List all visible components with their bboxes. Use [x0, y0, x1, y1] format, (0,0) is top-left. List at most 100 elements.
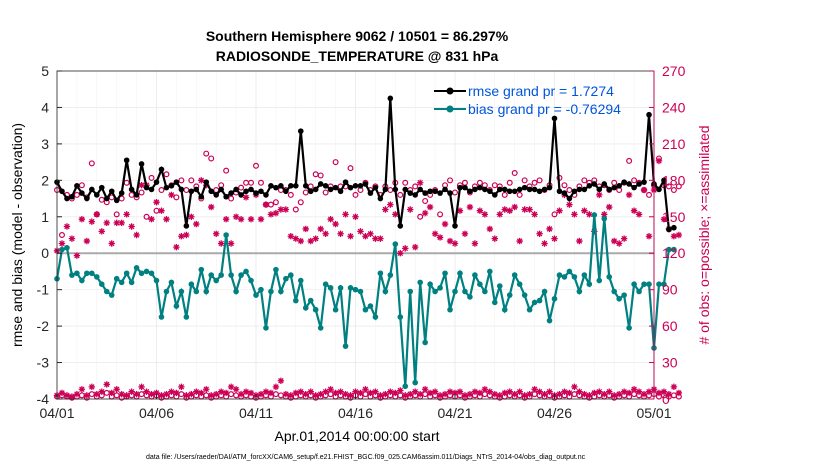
bias-point — [283, 275, 289, 282]
obs-assimilated-low-point — [222, 389, 230, 397]
rmse-point — [213, 192, 219, 198]
obs-assimilated-low-point — [630, 386, 638, 393]
y-tick-label: 3 — [41, 136, 49, 152]
obs-possible-point — [402, 179, 409, 186]
obs-assimilated-point — [83, 237, 91, 245]
obs-assimilated-point — [88, 218, 96, 225]
y2-axis-ticks: 0 30 60 90 120 150 180 210 240 270 — [649, 63, 686, 407]
bias-point — [561, 274, 568, 280]
obs-assimilated-point — [128, 223, 135, 230]
obs-assimilated-low-point — [163, 390, 170, 398]
rmse-point — [193, 186, 200, 193]
obs-assimilated-low-point — [591, 389, 598, 397]
obs-assimilated-point — [68, 235, 76, 242]
obs-possible-point — [148, 174, 155, 181]
y-tick-label: 5 — [41, 63, 49, 79]
obs-assimilated-point — [312, 235, 319, 242]
bias-point — [621, 292, 627, 298]
obs-assimilated-low-point — [486, 388, 494, 395]
obs-assimilated-point — [168, 191, 175, 199]
bias-point — [516, 281, 523, 288]
obs-assimilated-point — [491, 235, 498, 242]
bias-point — [666, 246, 672, 253]
obs-assimilated-low-point — [521, 392, 528, 399]
rmse-point — [293, 183, 299, 189]
x-tick-label: 04/06 — [139, 405, 174, 421]
rmse-point — [288, 183, 294, 189]
rmse-point — [586, 183, 593, 189]
obs-assimilated-point — [496, 211, 503, 218]
bias-point — [482, 288, 488, 295]
bias-point — [601, 215, 608, 222]
y2-tick-label: 150 — [662, 209, 686, 225]
obs-assimilated-low-point — [546, 388, 553, 395]
obs-assimilated-point — [630, 207, 638, 214]
bias-point — [123, 270, 130, 277]
obs-assimilated-low-point — [103, 381, 110, 388]
bias-point — [447, 306, 453, 313]
obs-assimilated-point — [446, 237, 454, 245]
obs-assimilated-point — [431, 230, 439, 237]
obs-assimilated-point — [620, 235, 628, 242]
bias-point — [596, 277, 603, 284]
bias-point — [79, 277, 85, 284]
rmse-point — [447, 190, 453, 196]
obs-assimilated-point — [362, 233, 369, 240]
rmse-point — [496, 186, 503, 193]
rmse-point — [69, 193, 75, 200]
obs-assimilated-low-point — [292, 389, 299, 397]
obs-possible-point — [302, 189, 309, 196]
rmse-point — [64, 195, 70, 202]
bias-point — [248, 277, 254, 284]
obs-assimilated-point — [566, 201, 573, 208]
rmse-point — [228, 190, 234, 196]
obs-possible-point — [412, 183, 419, 190]
rmse-point — [616, 183, 622, 189]
rmse-point — [148, 186, 155, 193]
obs-assimilated-low-point — [441, 390, 449, 398]
obs-possible-point — [516, 191, 523, 198]
obs-possible-point — [163, 171, 170, 178]
obs-assimilated-low-point — [237, 390, 245, 398]
obs-possible-point — [646, 191, 653, 198]
obs-assimilated-low-point — [382, 390, 389, 398]
bias-point — [208, 272, 215, 278]
obs-assimilated-low-point — [327, 386, 334, 393]
bias-point — [671, 246, 677, 253]
obs-assimilated-point — [377, 235, 384, 242]
obs-assimilated-low-point — [372, 388, 379, 395]
rmse-point — [283, 188, 289, 195]
obs-assimilated-point — [551, 235, 558, 242]
obs-assimilated-low-point — [267, 389, 275, 397]
obs-assimilated-low-point — [476, 389, 484, 397]
rmse-point — [118, 190, 125, 196]
obs-assimilated-point — [412, 243, 419, 251]
bias-point — [153, 277, 160, 284]
rmse-point — [631, 184, 637, 191]
obs-assimilated-point — [392, 211, 399, 218]
obs-assimilated-point — [198, 177, 205, 184]
obs-assimilated-point — [302, 225, 309, 233]
obs-possible-point — [566, 187, 573, 194]
series-layer — [54, 95, 677, 390]
bias-point — [412, 379, 419, 386]
obs-assimilated-point — [541, 240, 548, 247]
bias-point — [98, 281, 105, 288]
rmse-point — [402, 186, 409, 193]
obs-assimilated-low-point — [362, 386, 369, 393]
obs-assimilated-point — [397, 250, 404, 257]
obs-assimilated-low-point — [277, 377, 285, 384]
obs-assimilated-low-point — [118, 390, 125, 398]
obs-possible-point — [417, 213, 424, 220]
bias-point — [317, 325, 324, 331]
bias-point — [69, 272, 75, 278]
bias-point — [631, 281, 637, 288]
rmse-point — [591, 181, 598, 187]
rmse-point — [163, 184, 170, 191]
rmse-point — [103, 195, 110, 202]
x-tick-label: 04/11 — [239, 405, 273, 421]
rmse-point — [437, 190, 443, 196]
obs-assimilated-low-point — [526, 390, 533, 398]
rmse-point — [536, 188, 543, 195]
y-axis-ticks: -4 -3 -2 -1 0 1 2 3 4 5 — [37, 63, 62, 407]
